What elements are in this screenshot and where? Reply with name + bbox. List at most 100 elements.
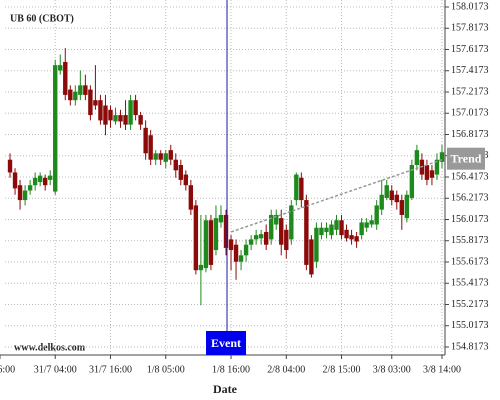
candle-body [108, 109, 113, 121]
candle-body [324, 227, 329, 232]
candle-body [429, 170, 435, 178]
x-tick-label: 3/8 03:00 [373, 364, 411, 375]
candle-body [223, 214, 229, 248]
y-tick-label: 157.2173 [451, 86, 489, 97]
candle-body [404, 194, 410, 219]
candle-body [198, 264, 204, 271]
candle-body [12, 172, 18, 189]
candle-body [123, 115, 128, 125]
trend-label: Trend [451, 151, 482, 165]
y-tick-label: 155.6173 [451, 256, 489, 267]
candle-body [42, 177, 48, 186]
candle-body [158, 153, 163, 160]
candle-body [414, 150, 420, 166]
x-tick-label: 31/7 16:00 [89, 364, 132, 375]
y-tick-label: 156.2173 [451, 193, 489, 204]
candle-body [193, 205, 199, 271]
candle-body [314, 227, 319, 262]
candle-body [263, 231, 269, 245]
candle-body [258, 234, 264, 239]
candle-body [359, 222, 364, 236]
candle-body [27, 185, 33, 191]
x-tick-label: 1/8 16:00 [212, 364, 250, 375]
candle-body [93, 100, 98, 106]
candle-body [208, 220, 214, 265]
y-tick-label: 156.8173 [451, 129, 489, 140]
candle-body [32, 177, 38, 186]
y-tick-label: 157.8173 [451, 23, 489, 34]
candle-body [439, 152, 445, 162]
y-tick-label: 155.4173 [451, 278, 489, 289]
candle-body [409, 165, 415, 198]
x-tick-label: 2/8 04:00 [267, 364, 305, 375]
candle-body [143, 127, 148, 154]
candle-body [424, 165, 430, 180]
candle-body [243, 244, 249, 256]
y-tick-label: 157.0173 [451, 108, 489, 119]
candle-body [163, 153, 168, 162]
candle-body [339, 220, 344, 236]
candle-body [58, 65, 63, 71]
candle-body [98, 100, 103, 121]
candle-body [299, 177, 304, 201]
candle-body [349, 235, 354, 240]
x-axis-title: Date [213, 382, 238, 396]
candle-body [233, 244, 239, 262]
candle-body [63, 61, 68, 95]
event-label-box [206, 331, 247, 355]
watermark: www.delkos.com [14, 342, 86, 353]
x-tick-label: 2/8 15:00 [322, 364, 360, 375]
candle-body [374, 205, 379, 225]
x-tick-label: 3/8 14:00 [423, 364, 461, 375]
candle-body [384, 185, 389, 198]
trend-label-box [447, 147, 485, 170]
candle-body [389, 190, 394, 201]
y-tick-label: 155.8173 [451, 235, 489, 246]
candle-body [88, 89, 93, 116]
candle-body [153, 153, 158, 160]
candle-body [344, 229, 349, 239]
candle-body [148, 135, 153, 160]
candle-body [138, 115, 143, 125]
candle-body [294, 174, 299, 201]
y-tick-label: 156.0173 [451, 214, 489, 225]
candle-body [364, 222, 369, 228]
candle-body [183, 174, 189, 186]
candle-body [319, 227, 324, 236]
candle-body [309, 239, 314, 275]
candle-body [113, 115, 118, 122]
candle-body [168, 150, 173, 160]
y-tick-label: 155.2173 [451, 299, 489, 310]
candle-body [17, 185, 23, 201]
y-tick-label: 155.0173 [451, 320, 489, 331]
candle-body [218, 214, 224, 223]
x-tick-label: 1/8 05:00 [147, 364, 185, 375]
candle-body [48, 175, 53, 180]
chart-title: UB 60 (CBOT) [10, 13, 74, 24]
candle-body [274, 214, 279, 225]
candle-body [248, 239, 254, 245]
event-label: Event [211, 336, 241, 350]
candle-body [203, 220, 209, 269]
candle-body [213, 218, 219, 251]
candle-body [133, 100, 138, 116]
candle-body [188, 185, 194, 210]
candle-body [279, 218, 284, 245]
trend-line [230, 158, 443, 233]
candle-body [73, 91, 78, 101]
candle-body [284, 229, 289, 251]
candle-body [329, 224, 334, 236]
y-tick-label: 158.0173 [451, 1, 489, 12]
y-tick-label: 154.8173 [451, 341, 489, 352]
y-tick-label: 157.6173 [451, 44, 489, 55]
candle-body [269, 214, 274, 240]
candle-body [304, 200, 309, 265]
candle-body [7, 159, 13, 173]
candle-body [37, 175, 43, 183]
candle-body [78, 85, 83, 95]
candle-body [394, 194, 399, 203]
y-tick-label: 157.4173 [451, 65, 489, 76]
candle-body [22, 190, 28, 201]
candle-body [379, 194, 384, 210]
candle-body [434, 159, 440, 175]
